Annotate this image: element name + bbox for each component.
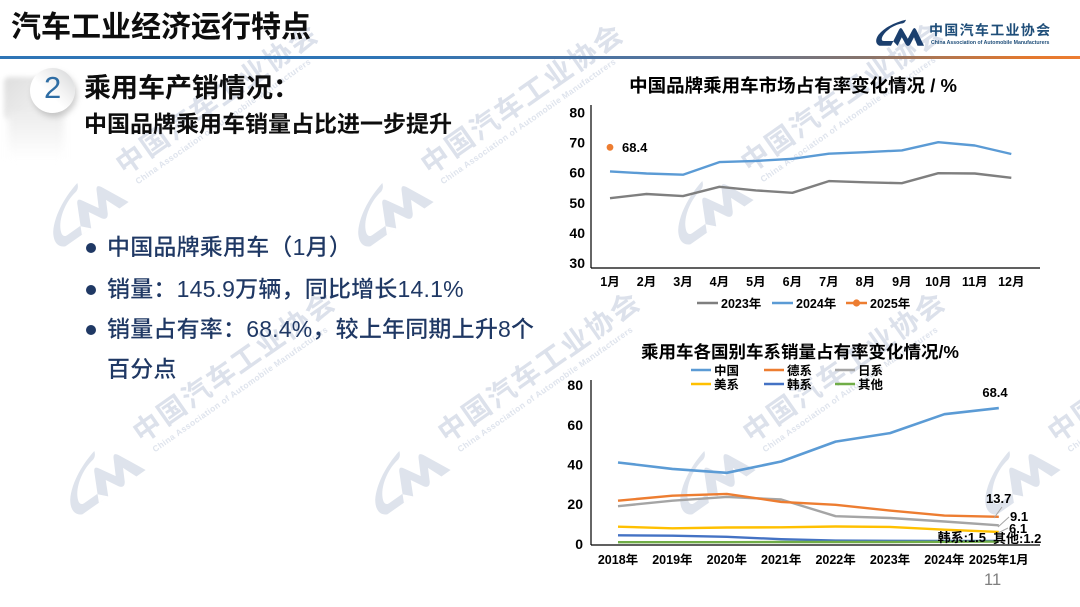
- svg-text:中国品牌乘用车市场占有率变化情况 / %: 中国品牌乘用车市场占有率变化情况 / %: [629, 75, 957, 96]
- svg-text:2023年: 2023年: [870, 553, 910, 567]
- svg-text:2022年: 2022年: [815, 553, 855, 567]
- svg-text:2024年: 2024年: [796, 297, 836, 311]
- svg-text:2023年: 2023年: [721, 297, 761, 311]
- svg-text:60: 60: [569, 165, 585, 181]
- svg-text:日系: 日系: [858, 364, 883, 378]
- svg-text:70: 70: [569, 135, 585, 151]
- svg-text:3月: 3月: [673, 275, 692, 289]
- svg-text:40: 40: [569, 225, 585, 241]
- svg-text:2020年: 2020年: [707, 553, 747, 567]
- svg-text:12月: 12月: [998, 275, 1024, 289]
- svg-text:30: 30: [569, 255, 585, 271]
- svg-text:2024年: 2024年: [924, 553, 964, 567]
- svg-text:9月: 9月: [892, 275, 911, 289]
- svg-text:60: 60: [567, 417, 583, 433]
- svg-text:11月: 11月: [962, 275, 988, 289]
- svg-text:其他: 其他: [858, 378, 884, 392]
- svg-text:韩系:1.5: 韩系:1.5: [938, 530, 986, 545]
- svg-text:7月: 7月: [819, 275, 838, 289]
- svg-text:5月: 5月: [746, 275, 765, 289]
- svg-text:2月: 2月: [637, 275, 656, 289]
- svg-text:德系: 德系: [787, 364, 812, 378]
- svg-text:6月: 6月: [783, 275, 802, 289]
- svg-text:8月: 8月: [856, 275, 875, 289]
- svg-text:40: 40: [567, 457, 583, 473]
- svg-text:0: 0: [575, 536, 583, 552]
- svg-text:中国: 中国: [714, 364, 739, 378]
- svg-text:13.7: 13.7: [986, 491, 1011, 506]
- svg-text:6.1: 6.1: [1009, 521, 1027, 536]
- svg-text:2021年: 2021年: [761, 553, 801, 567]
- svg-text:10月: 10月: [925, 275, 951, 289]
- svg-text:50: 50: [569, 195, 585, 211]
- svg-text:20: 20: [567, 496, 583, 512]
- svg-text:68.4: 68.4: [982, 385, 1008, 400]
- svg-text:2025年1月: 2025年1月: [969, 553, 1029, 567]
- svg-text:2019年: 2019年: [652, 553, 692, 567]
- svg-text:80: 80: [569, 104, 585, 120]
- svg-text:4月: 4月: [710, 275, 729, 289]
- svg-text:美系: 美系: [714, 378, 739, 392]
- svg-text:2025年: 2025年: [870, 297, 910, 311]
- svg-text:乘用车各国别车系销量占有率变化情况/%: 乘用车各国别车系销量占有率变化情况/%: [641, 342, 959, 362]
- svg-text:80: 80: [567, 377, 583, 393]
- svg-text:其他:1.2: 其他:1.2: [993, 531, 1041, 546]
- svg-text:2018年: 2018年: [598, 553, 638, 567]
- svg-text:韩系: 韩系: [787, 378, 812, 392]
- svg-text:1月: 1月: [600, 275, 619, 289]
- svg-text:68.4: 68.4: [622, 140, 648, 155]
